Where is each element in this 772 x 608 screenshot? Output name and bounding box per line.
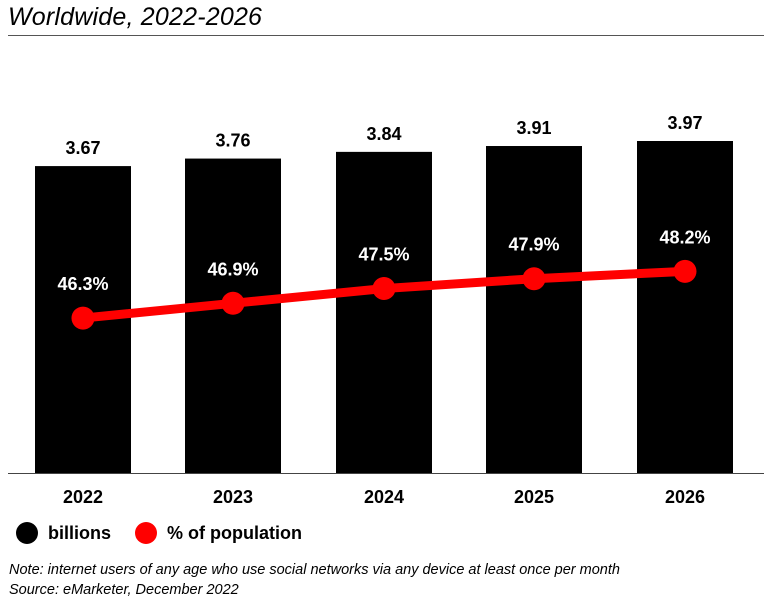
bar-value-label-2023: 3.76 xyxy=(215,131,250,151)
bar-2025 xyxy=(486,146,582,473)
population-label-2025: 47.9% xyxy=(508,235,559,255)
population-label-2022: 46.3% xyxy=(57,274,108,294)
bar-value-label-2024: 3.84 xyxy=(366,124,401,144)
legend-swatch-population xyxy=(135,522,157,544)
chart-canvas: 3.67 3.76 3.84 3.91 3.97 46.3% 46.9% 47.5% 47.9%… xyxy=(8,113,764,507)
x-tick-label-2026: 2026 xyxy=(665,487,705,507)
population-point-2022 xyxy=(71,306,95,330)
bar-2026 xyxy=(637,141,733,473)
population-point-2024 xyxy=(372,277,396,301)
chart-title: Worldwide, 2022-2026 xyxy=(8,3,263,31)
title-divider xyxy=(8,35,764,36)
legend-label-population: % of population xyxy=(167,522,302,543)
bar-2023 xyxy=(185,158,281,473)
x-tick-label-2022: 2022 xyxy=(63,487,103,507)
legend-item-population: % of population xyxy=(135,522,302,544)
bar-value-label-2025: 3.91 xyxy=(516,118,551,138)
legend-swatch-billions xyxy=(16,522,38,544)
legend-label-billions: billions xyxy=(48,522,111,543)
population-label-2023: 46.9% xyxy=(207,259,258,279)
note-text: Note: internet users of any age who use … xyxy=(9,562,620,578)
bar-2024 xyxy=(336,151,432,474)
x-tick-label-2024: 2024 xyxy=(364,487,404,507)
chart-legend: billions % of population xyxy=(16,522,326,544)
population-point-2026 xyxy=(673,259,697,283)
source-text: Source: eMarketer, December 2022 xyxy=(9,582,239,598)
population-point-2023 xyxy=(221,291,245,315)
population-label-2026: 48.2% xyxy=(659,227,710,247)
population-label-2024: 47.5% xyxy=(358,245,409,265)
legend-item-billions: billions xyxy=(16,522,111,544)
bar-value-label-2022: 3.67 xyxy=(65,138,100,158)
x-tick-label-2025: 2025 xyxy=(514,487,554,507)
population-point-2025 xyxy=(522,267,546,291)
chart-notes: Note: internet users of any age who use … xyxy=(9,560,620,600)
x-tick-label-2023: 2023 xyxy=(213,487,253,507)
bar-value-label-2026: 3.97 xyxy=(667,113,702,133)
